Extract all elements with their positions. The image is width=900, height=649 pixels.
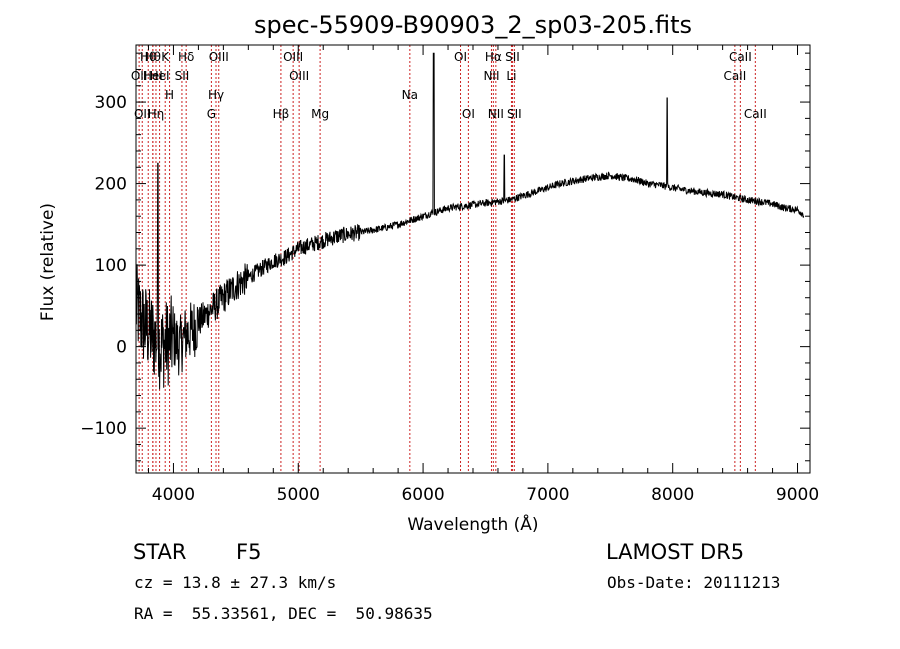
spectral-line-label: OIII xyxy=(283,50,303,64)
spectral-line-label: Hδ xyxy=(178,50,194,64)
spectral-line-label: OII xyxy=(134,107,151,121)
object-class: STAR xyxy=(133,540,187,564)
x-tick-label: 5000 xyxy=(277,485,320,505)
spectral-line-label: Hβ xyxy=(273,107,290,121)
y-tick-label: −100 xyxy=(80,419,127,439)
x-tick-label: 8000 xyxy=(651,485,694,505)
spectral-line-label: Li xyxy=(506,69,516,83)
spectral-line-label: K xyxy=(161,50,170,64)
spectral-line-label: OIII xyxy=(289,69,309,83)
survey-name: LAMOST DR5 xyxy=(606,540,745,564)
redshift-readout: cz = 13.8 ± 27.3 km/s xyxy=(134,573,337,592)
y-tick-label: 300 xyxy=(95,93,127,113)
spectral-line-label: HeI xyxy=(150,69,170,83)
object-subclass: F5 xyxy=(236,540,262,564)
spectral-line-label: SII xyxy=(505,50,520,64)
spectral-line-label: OII xyxy=(131,69,148,83)
y-tick-label: 100 xyxy=(95,256,127,276)
x-axis-label: Wavelength (Å) xyxy=(407,513,538,535)
spectrum-line xyxy=(135,52,805,390)
spectral-line-label: Hα xyxy=(485,50,502,64)
spectral-line-label: OI xyxy=(462,107,475,121)
y-tick-label: 0 xyxy=(116,338,127,358)
spectral-line-label: NII xyxy=(488,107,504,121)
spectrum-series xyxy=(135,52,805,390)
spectral-line-label: Na xyxy=(402,88,418,102)
x-axis-ticks: 4000 5000 6000 7000 8000 9000 xyxy=(147,45,819,505)
spectral-line-label: Hη xyxy=(148,107,165,121)
spectral-line-labels: OIIOIIHθHθHeIHηHeIKHSIIHδGHγOIIIHβOIIIOI… xyxy=(131,50,767,121)
spectral-line-label: HeI xyxy=(143,69,163,83)
spectral-line-label: Hθ xyxy=(140,50,156,64)
obs-date: Obs-Date: 20111213 xyxy=(607,573,781,592)
spectral-line-label: CaII xyxy=(729,50,752,64)
chart-title: spec-55909-B90903_2_sp03-205.fits xyxy=(254,11,692,39)
spectral-line-label: CaII xyxy=(744,107,767,121)
y-axis-ticks: −100 0 100 200 300 xyxy=(80,52,810,462)
spectral-line-label: H xyxy=(165,88,174,102)
x-tick-label: 7000 xyxy=(526,485,569,505)
spectral-line-label: SII xyxy=(175,69,190,83)
spectral-line-label: Hγ xyxy=(208,88,224,102)
x-tick-label: 9000 xyxy=(776,485,819,505)
y-axis-label: Flux (relative) xyxy=(38,203,58,321)
spectral-line-label: SII xyxy=(507,107,522,121)
y-tick-label: 200 xyxy=(95,175,127,195)
x-tick-label: 6000 xyxy=(401,485,444,505)
spectral-line-label: Mg xyxy=(311,107,329,121)
spectral-line-label: G xyxy=(207,107,216,121)
spectral-line-label: Hθ xyxy=(145,50,161,64)
coordinates: RA = 55.33561, DEC = 50.98635 xyxy=(134,604,433,623)
spectral-line-label: OI xyxy=(454,50,467,64)
spectral-line-label: CaII xyxy=(723,69,746,83)
spectral-line-label: NII xyxy=(483,69,499,83)
x-tick-label: 4000 xyxy=(152,485,195,505)
spectral-line-label: OIII xyxy=(209,50,229,64)
spectral-line-markers xyxy=(138,45,756,473)
